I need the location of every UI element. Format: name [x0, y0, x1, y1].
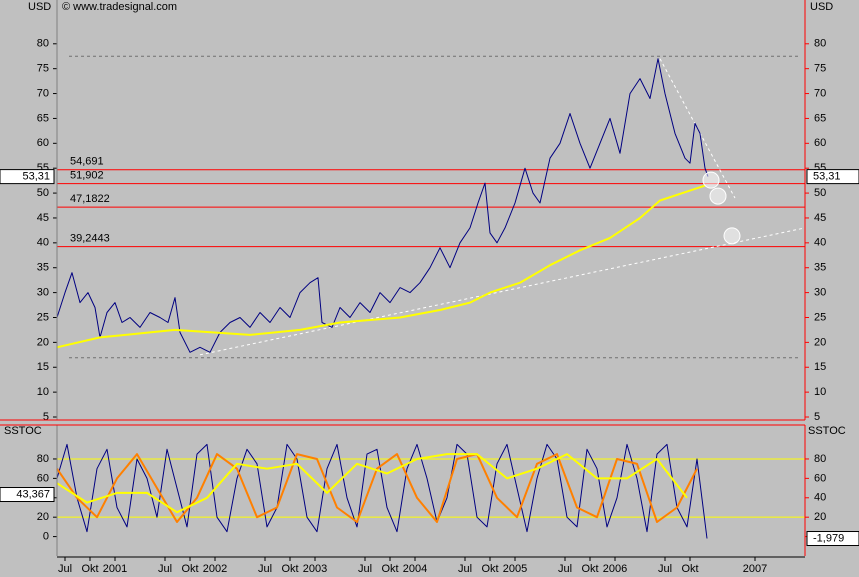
- y-tick-label-right: 65: [814, 112, 826, 124]
- y-tick-label: 30: [37, 287, 49, 299]
- marker-circle: [723, 227, 741, 245]
- y-tick-label: 15: [37, 361, 49, 373]
- y-tick-label-right: 5: [814, 411, 820, 423]
- y-tick-label-right: 80: [814, 38, 826, 50]
- y-tick-label-right: 60: [814, 472, 826, 484]
- value-box: [806, 169, 859, 185]
- y-tick-label: 10: [37, 386, 49, 398]
- level-label: 47,1822: [70, 193, 110, 205]
- x-tick-label: Jul: [458, 563, 472, 575]
- y-tick-label-right: 50: [814, 187, 826, 199]
- source: © www.tradesignal.com: [62, 1, 177, 13]
- y-tick-label-right: 25: [814, 311, 826, 323]
- x-tick-label: 2006: [603, 563, 627, 575]
- y-tick-label-right: 60: [814, 137, 826, 149]
- y-tick-label: 5: [43, 411, 49, 423]
- x-tick-label: 2004: [403, 563, 427, 575]
- marker-circle: [702, 171, 720, 189]
- y-tick-label: 25: [37, 311, 49, 323]
- y-tick-label-right: 80: [814, 453, 826, 465]
- y-tick-label-right: 30: [814, 287, 826, 299]
- x-tick-label: Okt: [381, 563, 398, 575]
- series-line: [56, 58, 709, 353]
- x-tick-label: Okt: [281, 563, 298, 575]
- value-box-label: 53,31: [22, 171, 50, 183]
- y-axis-label: USD: [28, 1, 51, 13]
- x-tick-label: Okt: [681, 563, 698, 575]
- x-tick-label: 2007: [743, 563, 767, 575]
- value-box-label: 53,31: [813, 171, 841, 183]
- level-label: 51,902: [70, 170, 104, 182]
- y-tick-label-right: 20: [814, 336, 826, 348]
- value-box: [0, 487, 55, 503]
- x-tick-label: Jul: [58, 563, 72, 575]
- y-tick-label-right: 70: [814, 87, 826, 99]
- y-tick-label-right: 40: [814, 237, 826, 249]
- x-tick-label: Okt: [181, 563, 198, 575]
- series-line: [56, 184, 706, 349]
- x-tick-label: Jul: [358, 563, 372, 575]
- x-tick-label: Okt: [81, 563, 98, 575]
- y-tick-label-right: 20: [814, 511, 826, 523]
- series-line: [56, 453, 688, 514]
- y-tick-label: 20: [37, 336, 49, 348]
- y-tick-label-right: 10: [814, 386, 826, 398]
- y-tick-label: 80: [37, 453, 49, 465]
- y-tick-label-right: 75: [814, 63, 826, 75]
- y-tick-label-right: 15: [814, 361, 826, 373]
- level-label: 39,2443: [70, 233, 110, 245]
- y-tick-label: 70: [37, 87, 49, 99]
- marker-circle: [709, 187, 727, 205]
- y-tick-label: 75: [37, 63, 49, 75]
- x-tick-label: 2002: [203, 563, 227, 575]
- y-tick-label: 80: [37, 38, 49, 50]
- value-box: [0, 169, 55, 185]
- value-box-label: -1,979: [813, 532, 844, 544]
- x-tick-label: Jul: [558, 563, 572, 575]
- y-tick-label: 40: [37, 237, 49, 249]
- x-tick-label: Okt: [581, 563, 598, 575]
- x-tick-label: Jul: [158, 563, 172, 575]
- y-axis-label-right: USD: [810, 1, 833, 13]
- y-tick-label: 45: [37, 212, 49, 224]
- y-tick-label: 60: [37, 137, 49, 149]
- y-tick-label-right: 40: [814, 492, 826, 504]
- trendline: [199, 227, 806, 356]
- series-line: [56, 453, 698, 523]
- x-tick-label: 2005: [503, 563, 527, 575]
- y-axis-label-right: SSTOC: [808, 425, 846, 437]
- x-tick-label: Okt: [481, 563, 498, 575]
- level-label: 54,691: [70, 156, 104, 168]
- y-tick-label: 60: [37, 472, 49, 484]
- y-tick-label-right: 35: [814, 262, 826, 274]
- value-box: [806, 531, 859, 547]
- x-tick-label: 2003: [303, 563, 327, 575]
- y-tick-label: 50: [37, 187, 49, 199]
- x-tick-label: Jul: [658, 563, 672, 575]
- y-tick-label: 65: [37, 112, 49, 124]
- y-tick-label: 20: [37, 511, 49, 523]
- x-tick-label: 2001: [103, 563, 127, 575]
- y-tick-label: 35: [37, 262, 49, 274]
- value-box-label: 43,367: [16, 488, 50, 500]
- y-tick-label: 0: [43, 530, 49, 542]
- x-tick-label: Jul: [258, 563, 272, 575]
- y-tick-label-right: 45: [814, 212, 826, 224]
- y-axis-label: SSTOC: [4, 425, 42, 437]
